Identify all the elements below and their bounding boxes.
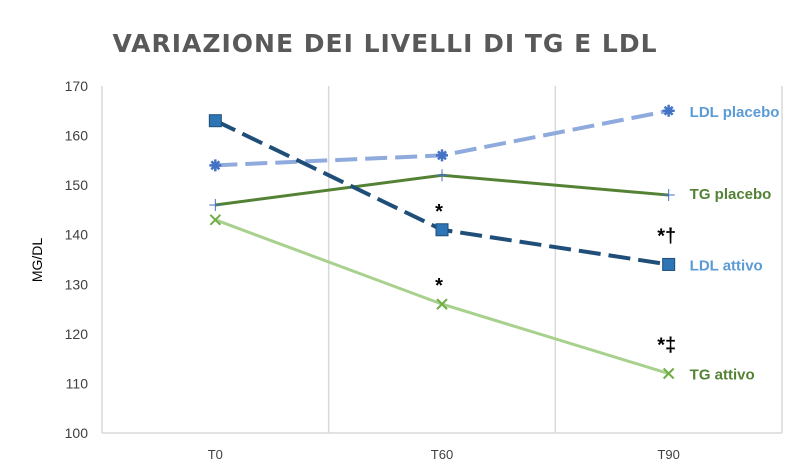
data-point-tg-attivo bbox=[209, 214, 222, 226]
y-tick-label: 130 bbox=[65, 276, 89, 292]
significance-annotation: *† bbox=[657, 225, 676, 247]
x-tick-label: T0 bbox=[208, 447, 223, 462]
series-label-tg-placebo: TG placebo bbox=[690, 186, 772, 203]
significance-annotation: * bbox=[435, 275, 443, 297]
x-tick-label: T60 bbox=[431, 447, 453, 462]
y-tick-label: 110 bbox=[66, 375, 89, 391]
series-label-ldl-placebo: LDL placebo bbox=[690, 104, 780, 121]
series-line-ldl-attivo bbox=[214, 118, 669, 267]
chart-title: VARIAZIONE DEI LIVELLI DI TG E LDL bbox=[112, 29, 657, 58]
data-point-tg-placebo bbox=[436, 169, 448, 182]
significance-annotation: * bbox=[435, 201, 443, 223]
data-point-ldl-placebo bbox=[436, 149, 448, 162]
data-point-tg-attivo bbox=[436, 298, 448, 310]
series-label-ldl-attivo: LDL attivo bbox=[690, 257, 763, 274]
y-tick-label: 150 bbox=[65, 177, 89, 193]
data-point-ldl-attivo bbox=[208, 114, 222, 128]
y-tick-label: 140 bbox=[65, 227, 89, 243]
data-point-ldl-attivo bbox=[435, 223, 449, 237]
data-point-ldl-attivo bbox=[662, 257, 676, 271]
significance-annotation: *‡ bbox=[657, 335, 676, 357]
y-tick-label: 100 bbox=[65, 425, 89, 441]
data-point-tg-placebo bbox=[662, 189, 675, 202]
y-tick-label: 120 bbox=[65, 326, 89, 342]
y-tick-label: 170 bbox=[65, 78, 89, 94]
y-axis-label: MG/DL bbox=[29, 238, 45, 283]
data-point-ldl-placebo bbox=[662, 104, 675, 117]
data-point-ldl-placebo bbox=[209, 159, 222, 172]
series-label-tg-attivo: TG attivo bbox=[690, 367, 755, 384]
data-point-tg-attivo bbox=[662, 367, 675, 380]
y-tick-label: 160 bbox=[65, 128, 89, 144]
data-point-tg-placebo bbox=[209, 198, 222, 211]
x-tick-label: T90 bbox=[657, 447, 679, 462]
